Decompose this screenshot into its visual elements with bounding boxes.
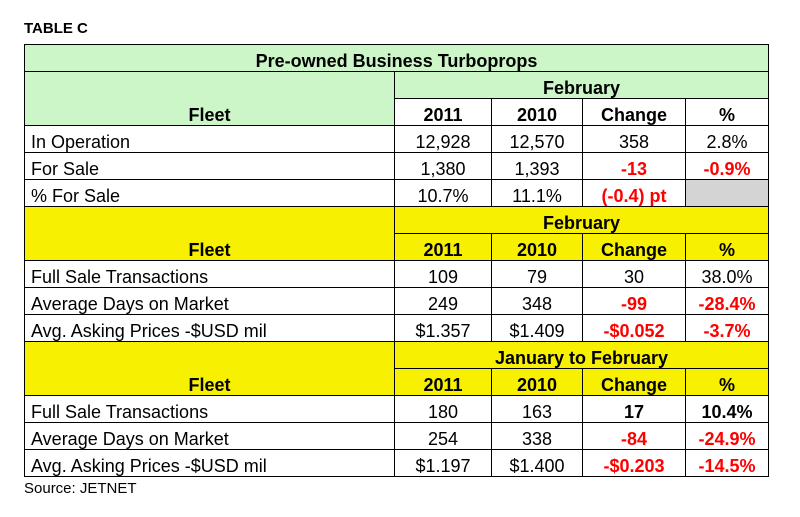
cell-2011: 254	[394, 422, 492, 450]
cell-2011: $1.357	[394, 314, 492, 342]
row-label: Full Sale Transactions	[24, 260, 395, 288]
cell-pct: -14.5%	[684, 449, 770, 477]
cell-change: -13	[582, 152, 686, 180]
cell-change: 30	[582, 260, 686, 288]
cell-2010: 79	[491, 260, 583, 288]
cell-change: -99	[582, 287, 686, 315]
table-title: Pre-owned Business Turboprops	[23, 44, 770, 72]
section-header-row: Fleet January to February	[24, 341, 770, 396]
column-header-row: 2011 2010 Change %	[25, 233, 770, 261]
section-header-row: Fleet February	[24, 206, 770, 261]
period-header: February	[393, 71, 770, 99]
table-row: Full Sale Transactions 180 163 17 10.4%	[24, 395, 770, 423]
row-label: % For Sale	[24, 179, 395, 207]
column-header-2011: 2011	[394, 368, 492, 396]
cell-change: (-0.4) pt	[582, 179, 686, 207]
table-row: % For Sale 10.7% 11.1% (-0.4) pt	[24, 179, 770, 207]
section-header-row: Fleet February	[24, 71, 770, 126]
cell-2010: $1.409	[491, 314, 583, 342]
column-header-change: Change	[582, 368, 686, 396]
cell-pct: -24.9%	[684, 422, 770, 450]
cell-2010: 1,393	[491, 152, 583, 180]
table-row: Average Days on Market 249 348 -99 -28.4…	[24, 287, 770, 315]
cell-change: -84	[582, 422, 686, 450]
cell-pct: -28.4%	[684, 287, 770, 315]
column-header-row: 2011 2010 Change %	[25, 98, 770, 126]
column-header-pct: %	[684, 233, 770, 261]
cell-pct: 10.4%	[684, 395, 770, 423]
cell-pct-empty	[684, 179, 770, 207]
cell-2011: 1,380	[394, 152, 492, 180]
cell-2011: 180	[394, 395, 492, 423]
column-header-pct: %	[684, 368, 770, 396]
column-header-2010: 2010	[491, 98, 583, 126]
cell-2011: 249	[394, 287, 492, 315]
table-title-row: Pre-owned Business Turboprops	[23, 44, 770, 72]
cell-pct: 38.0%	[684, 260, 770, 288]
column-header-row: 2011 2010 Change %	[25, 368, 770, 396]
cell-change: 358	[582, 125, 686, 153]
turboprops-table: Pre-owned Business Turboprops Fleet Febr…	[23, 44, 770, 477]
table-row: For Sale 1,380 1,393 -13 -0.9%	[24, 152, 770, 180]
source-note: Source: JETNET	[24, 480, 137, 497]
row-label: Avg. Asking Prices -$USD mil	[24, 314, 395, 342]
column-header-change: Change	[582, 98, 686, 126]
row-label: Average Days on Market	[24, 422, 395, 450]
cell-change: 17	[582, 395, 686, 423]
cell-2010: 11.1%	[491, 179, 583, 207]
row-label: Average Days on Market	[24, 287, 395, 315]
table-label: TABLE C	[24, 20, 88, 37]
column-header-2011: 2011	[394, 98, 492, 126]
cell-2011: $1.197	[394, 449, 492, 477]
period-header: January to February	[393, 341, 770, 369]
cell-2010: $1.400	[491, 449, 583, 477]
fleet-header: Fleet	[24, 206, 395, 261]
row-label: Full Sale Transactions	[24, 395, 395, 423]
cell-pct: -3.7%	[684, 314, 770, 342]
cell-pct: 2.8%	[684, 125, 770, 153]
cell-2010: 338	[491, 422, 583, 450]
cell-2011: 12,928	[394, 125, 492, 153]
column-header-2010: 2010	[491, 233, 583, 261]
cell-2010: 348	[491, 287, 583, 315]
table-row: Average Days on Market 254 338 -84 -24.9…	[24, 422, 770, 450]
row-label: For Sale	[24, 152, 395, 180]
cell-change: -$0.203	[582, 449, 686, 477]
column-header-2011: 2011	[394, 233, 492, 261]
table-row: Avg. Asking Prices -$USD mil $1.197 $1.4…	[24, 449, 770, 477]
table-row: Full Sale Transactions 109 79 30 38.0%	[24, 260, 770, 288]
column-header-2010: 2010	[491, 368, 583, 396]
cell-pct: -0.9%	[684, 152, 770, 180]
fleet-header: Fleet	[24, 341, 395, 396]
cell-2011: 10.7%	[394, 179, 492, 207]
cell-2011: 109	[394, 260, 492, 288]
row-label: Avg. Asking Prices -$USD mil	[24, 449, 395, 477]
table-row: Avg. Asking Prices -$USD mil $1.357 $1.4…	[24, 314, 770, 342]
column-header-change: Change	[582, 233, 686, 261]
column-header-pct: %	[684, 98, 770, 126]
row-label: In Operation	[24, 125, 395, 153]
cell-2010: 163	[491, 395, 583, 423]
fleet-header: Fleet	[24, 71, 395, 126]
cell-change: -$0.052	[582, 314, 686, 342]
table-row: In Operation 12,928 12,570 358 2.8%	[24, 125, 770, 153]
period-header: February	[393, 206, 770, 234]
cell-2010: 12,570	[491, 125, 583, 153]
